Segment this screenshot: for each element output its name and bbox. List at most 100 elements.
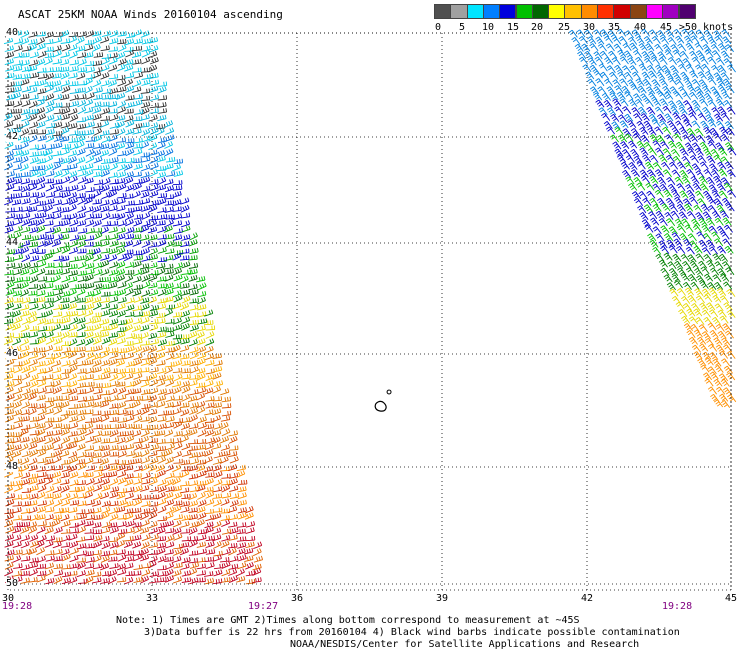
- wind-barb: [703, 254, 713, 262]
- wind-barb: [5, 72, 15, 79]
- wind-barb: [124, 562, 134, 570]
- wind-barb: [12, 555, 22, 563]
- wind-barb: [188, 500, 199, 507]
- wind-barb: [157, 165, 167, 172]
- wind-barb: [644, 224, 654, 233]
- wind-barb: [149, 108, 159, 114]
- wind-barb: [100, 472, 110, 479]
- wind-barb: [212, 520, 222, 529]
- wind-barb: [108, 276, 118, 284]
- wind-barb: [132, 289, 142, 297]
- wind-barb: [77, 550, 88, 557]
- wind-barb: [720, 231, 730, 240]
- wind-barb: [109, 122, 120, 129]
- wind-barb: [36, 129, 47, 135]
- wind-barb: [69, 284, 80, 290]
- wind-barb: [173, 359, 183, 367]
- wind-barb: [212, 372, 222, 380]
- wind-barb: [4, 141, 14, 149]
- wind-barb: [116, 233, 126, 241]
- wind-barb: [100, 390, 110, 396]
- wind-barb: [141, 500, 151, 507]
- wind-barb: [157, 207, 167, 214]
- wind-barb: [157, 570, 167, 578]
- wind-barb: [101, 191, 111, 200]
- wind-barb: [228, 568, 238, 576]
- wind-barb: [148, 542, 158, 549]
- wind-barb: [45, 401, 55, 409]
- wind-barb: [12, 86, 22, 93]
- wind-barb: [164, 254, 174, 262]
- wind-barb: [140, 324, 150, 332]
- wind-barb: [727, 147, 737, 156]
- wind-barb: [680, 71, 690, 80]
- wind-barb: [124, 58, 134, 66]
- wind-barb: [21, 85, 32, 93]
- wind-barb: [19, 428, 29, 436]
- wind-barb: [141, 176, 151, 184]
- wind-barb: [196, 570, 206, 576]
- wind-barb: [639, 147, 649, 156]
- wind-barb: [666, 239, 676, 248]
- wind-barb: [44, 330, 54, 339]
- wind-barb: [149, 577, 159, 584]
- wind-barb: [116, 331, 126, 339]
- wind-barb: [245, 536, 256, 542]
- wind-barb: [156, 542, 167, 549]
- wind-barb: [649, 154, 659, 163]
- wind-barb: [652, 98, 662, 107]
- wind-barb: [624, 113, 634, 122]
- wind-barb: [156, 379, 166, 387]
- wind-barb: [173, 249, 184, 256]
- wind-barb: [29, 430, 40, 436]
- wind-barb: [172, 317, 182, 325]
- wind-barb: [116, 128, 126, 137]
- wind-barb: [698, 176, 708, 184]
- wind-barb: [714, 35, 724, 44]
- wind-barb: [20, 141, 29, 150]
- wind-barb: [53, 401, 63, 409]
- wind-barb: [133, 358, 143, 367]
- wind-barb: [676, 245, 686, 254]
- wind-barb: [60, 373, 70, 381]
- wind-barb: [43, 39, 54, 45]
- wind-barb: [652, 226, 662, 235]
- wind-barb: [650, 217, 660, 226]
- wind-barb: [157, 108, 168, 114]
- wind-barb: [722, 238, 732, 247]
- wind-barb: [140, 519, 150, 527]
- wind-barb: [68, 269, 78, 277]
- wind-barb: [620, 141, 630, 149]
- wind-barb: [61, 499, 71, 507]
- wind-barb: [13, 422, 23, 430]
- wind-barb: [724, 44, 734, 53]
- wind-barb: [631, 29, 641, 38]
- wind-barb: [165, 568, 174, 577]
- wind-barb: [117, 327, 127, 333]
- wind-barb: [69, 554, 79, 563]
- wind-barb: [676, 161, 686, 170]
- wind-barb: [133, 295, 143, 303]
- wind-barb: [59, 66, 70, 73]
- wind-barb: [229, 493, 240, 500]
- wind-barb: [683, 77, 693, 86]
- wind-barb: [141, 281, 151, 289]
- wind-barb: [172, 190, 182, 198]
- wind-barb: [157, 505, 167, 514]
- colorbar-label: 30: [582, 22, 596, 33]
- wind-barb: [85, 465, 96, 472]
- wind-barb: [589, 64, 599, 73]
- wind-barb: [93, 514, 103, 521]
- wind-barb: [68, 31, 79, 38]
- wind-barb: [164, 374, 174, 381]
- wind-barb: [212, 458, 222, 465]
- wind-barb: [674, 196, 684, 205]
- wind-barb: [180, 459, 191, 466]
- wind-barb: [229, 499, 239, 508]
- wind-barb: [204, 449, 214, 457]
- wind-barb: [148, 215, 159, 221]
- wind-barb: [44, 309, 54, 318]
- wind-barb: [180, 563, 190, 570]
- wind-barb: [589, 43, 599, 52]
